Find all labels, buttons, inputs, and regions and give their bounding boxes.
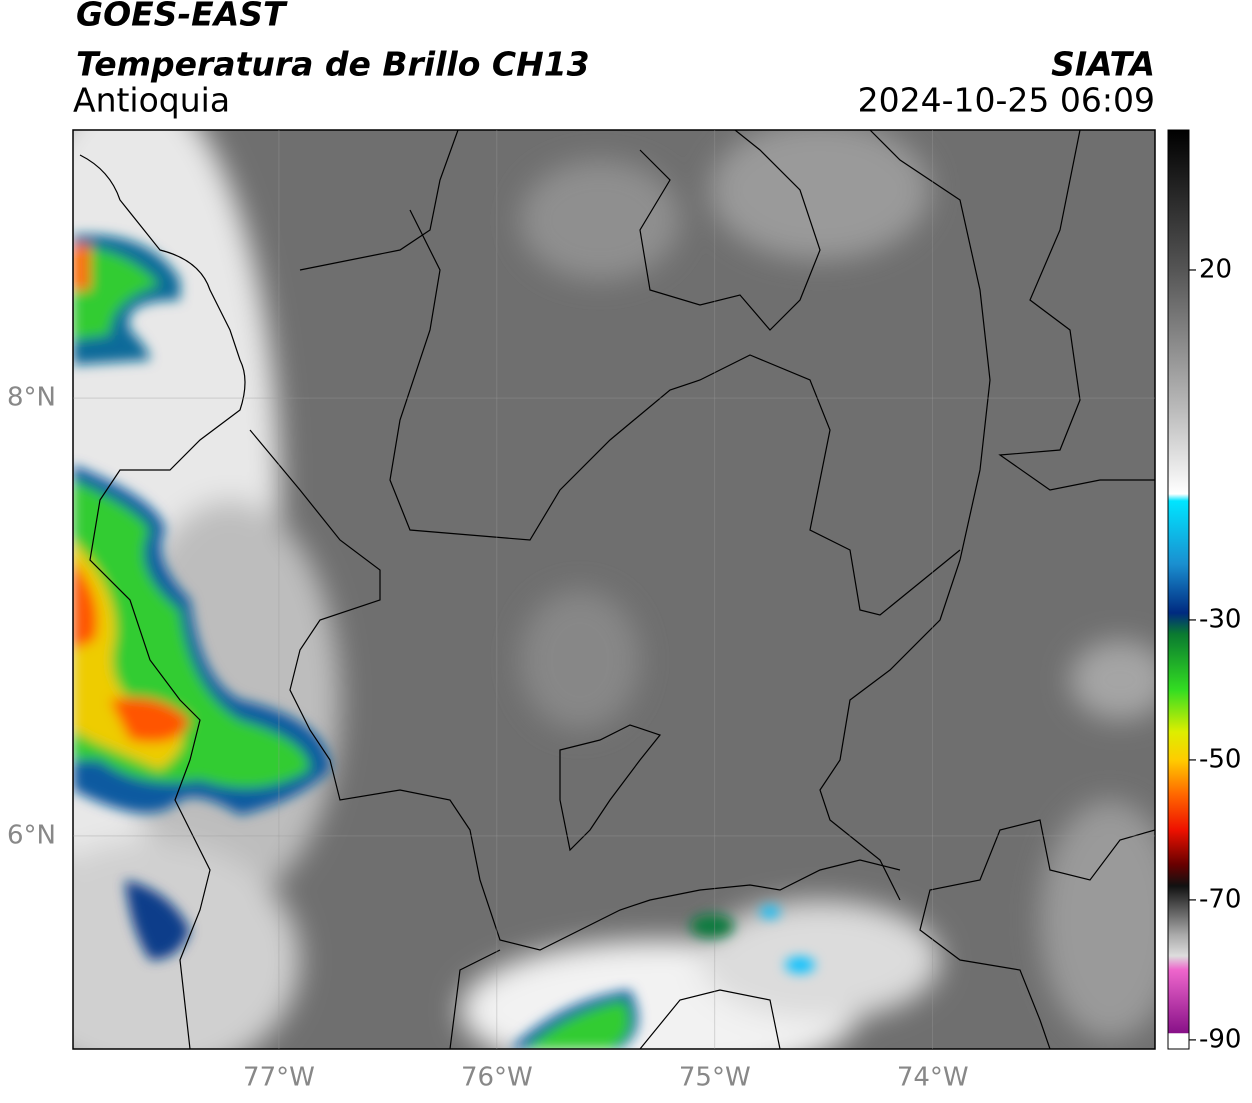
datetime: 2024-10-25 06:09 — [858, 81, 1155, 120]
colorbar-tick-label: 20 — [1199, 254, 1232, 284]
map-frame — [72, 129, 1156, 1050]
colorbar-tick-label: -50 — [1199, 744, 1241, 774]
colorbar-tick-label: -90 — [1199, 1024, 1241, 1054]
subtitle: Temperatura de Brillo CH13 — [76, 45, 590, 84]
lon-tick-label: 76°W — [461, 1063, 533, 1093]
source: SIATA — [1051, 45, 1155, 84]
lat-tick-label: 6°N — [7, 820, 56, 850]
colorbar — [1167, 129, 1190, 1050]
lon-tick-label: 74°W — [897, 1063, 969, 1093]
lat-tick-label: 8°N — [7, 383, 56, 413]
lon-tick-label: 75°W — [679, 1063, 751, 1093]
colorbar-tick-label: -70 — [1199, 884, 1241, 914]
region: Antioquia — [73, 81, 230, 120]
satellite-image — [73, 130, 1155, 1049]
title: GOES-EAST — [76, 0, 288, 34]
colorbar-tick-label: -30 — [1199, 604, 1241, 634]
lon-tick-label: 77°W — [243, 1063, 315, 1093]
